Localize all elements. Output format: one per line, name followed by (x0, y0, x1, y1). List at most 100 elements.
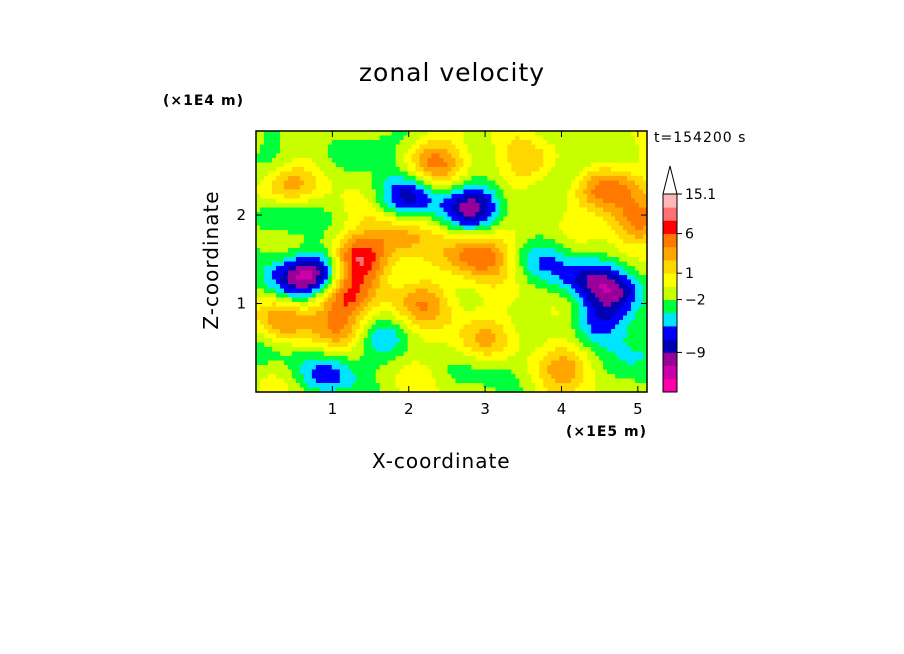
heatmap-cell (387, 140, 393, 146)
heatmap-cell (451, 275, 457, 281)
heatmap-cell (579, 176, 584, 182)
heatmap-cell (599, 248, 604, 254)
heatmap-cell (403, 351, 409, 357)
heatmap-cell (319, 239, 325, 245)
heatmap-cell (327, 266, 333, 272)
heatmap-cell (547, 180, 552, 186)
heatmap-cell (379, 306, 385, 312)
heatmap-cell (371, 324, 377, 330)
heatmap-cell (427, 329, 433, 335)
heatmap-cell (427, 216, 433, 222)
heatmap-cell (407, 140, 413, 146)
heatmap-cell (543, 306, 548, 312)
heatmap-cell (395, 257, 401, 263)
heatmap-cell (295, 135, 301, 141)
heatmap-cell (283, 162, 289, 168)
heatmap-cell (343, 302, 349, 308)
heatmap-cell (487, 176, 492, 182)
heatmap-cell (263, 306, 269, 312)
heatmap-cell (563, 248, 568, 254)
heatmap-cell (275, 221, 281, 227)
heatmap-cell (307, 162, 313, 168)
heatmap-cell (519, 153, 524, 159)
heatmap-cell (359, 203, 365, 209)
heatmap-cell (483, 275, 489, 281)
heatmap-cell (287, 221, 293, 227)
heatmap-cell (567, 180, 572, 186)
heatmap-cell (455, 284, 461, 290)
heatmap-cell (383, 153, 389, 159)
heatmap-cell (627, 351, 632, 357)
heatmap-cell (299, 329, 305, 335)
heatmap-cell (555, 275, 560, 281)
heatmap-cell (515, 243, 520, 249)
heatmap-cell (555, 162, 560, 168)
heatmap-cell (339, 158, 345, 164)
heatmap-cell (507, 333, 512, 339)
heatmap-cell (627, 279, 632, 285)
heatmap-cell (279, 176, 285, 182)
heatmap-cell (419, 144, 425, 150)
heatmap-cell (411, 248, 417, 254)
heatmap-cell (623, 216, 628, 222)
heatmap-cell (619, 315, 624, 321)
heatmap-cell (375, 216, 381, 222)
heatmap-cell (335, 234, 341, 240)
heatmap-cell (563, 315, 568, 321)
heatmap-cell (571, 266, 576, 272)
heatmap-cell (563, 221, 568, 227)
heatmap-cell (619, 189, 624, 195)
heatmap-cell (279, 252, 285, 258)
heatmap-cell (399, 266, 405, 272)
heatmap-cell (447, 315, 453, 321)
heatmap-cell (503, 248, 508, 254)
heatmap-cell (327, 356, 333, 362)
heatmap-cell (367, 162, 373, 168)
heatmap-cell (459, 324, 465, 330)
heatmap-cell (555, 140, 560, 146)
heatmap-cell (263, 131, 269, 137)
heatmap-cell (619, 198, 624, 204)
heatmap-cell (399, 248, 405, 254)
heatmap-cell (631, 252, 636, 258)
heatmap-cell (423, 234, 429, 240)
heatmap-cell (371, 131, 377, 137)
heatmap-cell (463, 176, 469, 182)
heatmap-cell (635, 302, 640, 308)
heatmap-cell (403, 270, 409, 276)
heatmap-cell (535, 212, 540, 218)
heatmap-cell (491, 167, 496, 173)
heatmap-cell (431, 288, 437, 294)
heatmap-cell (291, 243, 297, 249)
heatmap-cell (351, 257, 357, 263)
heatmap-cell (423, 212, 429, 218)
heatmap-cell (603, 342, 608, 348)
heatmap-cell (631, 342, 636, 348)
heatmap-cell (407, 239, 413, 245)
heatmap-cell (307, 198, 313, 204)
heatmap-cell (587, 275, 592, 281)
heatmap-cell (639, 176, 644, 182)
heatmap-cell (531, 198, 536, 204)
heatmap-cell (563, 261, 568, 267)
heatmap-cell (391, 171, 397, 177)
heatmap-cell (495, 176, 500, 182)
heatmap-cell (419, 284, 425, 290)
heatmap-cell (403, 149, 409, 155)
heatmap-cell (447, 189, 453, 195)
heatmap-cell (483, 180, 489, 186)
heatmap-cell (451, 234, 457, 240)
heatmap-cell (503, 284, 508, 290)
heatmap-cell (479, 189, 485, 195)
heatmap-cell (539, 221, 544, 227)
heatmap-cell (447, 131, 453, 137)
heatmap-cell (335, 324, 341, 330)
heatmap-cell (599, 185, 604, 191)
heatmap-cell (639, 261, 644, 267)
heatmap-cell (535, 239, 540, 245)
heatmap-cell (447, 180, 453, 186)
heatmap-cell (591, 279, 596, 285)
heatmap-cell (479, 320, 485, 326)
heatmap-cell (423, 243, 429, 249)
heatmap-cell (395, 243, 401, 249)
